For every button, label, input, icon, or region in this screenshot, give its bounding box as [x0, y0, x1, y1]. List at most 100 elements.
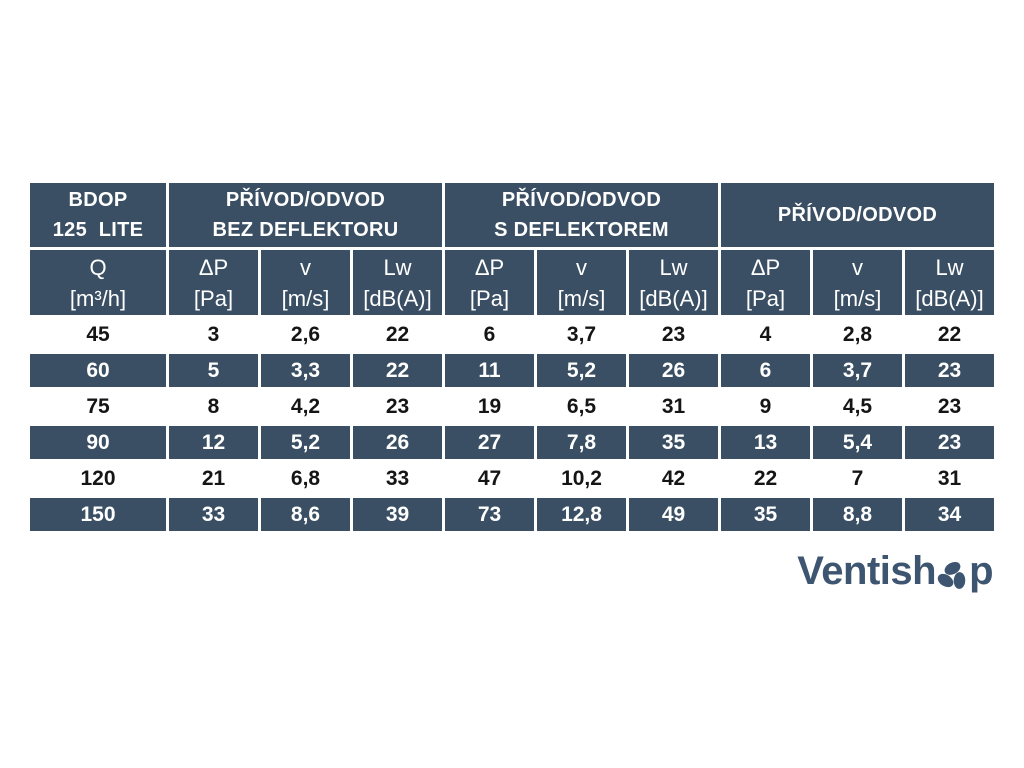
table-cell: 2,8	[813, 318, 902, 351]
logo-text-right: p	[969, 549, 993, 593]
table-cell: 7,8	[537, 426, 626, 459]
column-symbol: Lw	[383, 254, 412, 280]
table-row: 120 21 6,8 33 47 10,2 42 22 7 31	[30, 462, 994, 495]
table-cell: 13	[721, 426, 810, 459]
table-cell: 5	[169, 354, 258, 387]
table-cell: 23	[905, 426, 994, 459]
column-header-row: Q [m³/h] ΔP [Pa] v [m/s] Lw [dB(A)] ΔP […	[30, 250, 994, 315]
table-cell: 73	[445, 498, 534, 531]
table-cell: 23	[353, 390, 442, 423]
column-header-v: v [m/s]	[537, 250, 626, 315]
table-cell: 33	[353, 462, 442, 495]
group-title-line: BDOP	[68, 189, 128, 211]
table-cell: 10,2	[537, 462, 626, 495]
column-unit: [dB(A)]	[915, 285, 984, 311]
table-cell: 39	[353, 498, 442, 531]
group-header-row: BDOP 125 LITE PŘÍVOD/ODVOD BEZ DEFLEKTOR…	[30, 183, 994, 247]
spec-table: BDOP 125 LITE PŘÍVOD/ODVOD BEZ DEFLEKTOR…	[27, 180, 997, 534]
column-unit: [dB(A)]	[639, 285, 708, 311]
table-cell: 75	[30, 390, 166, 423]
column-header-dp: ΔP [Pa]	[169, 250, 258, 315]
table-cell: 27	[445, 426, 534, 459]
table-cell: 7	[813, 462, 902, 495]
column-symbol: v	[576, 254, 587, 280]
table-cell: 8	[169, 390, 258, 423]
table-cell: 5,2	[537, 354, 626, 387]
group-header-s-deflektorem: PŘÍVOD/ODVOD S DEFLEKTOREM	[445, 183, 718, 247]
table-row: 45 3 2,6 22 6 3,7 23 4 2,8 22	[30, 318, 994, 351]
table-cell: 31	[629, 390, 718, 423]
group-title-line: BEZ DEFLEKTORU	[212, 219, 399, 241]
column-header-q: Q [m³/h]	[30, 250, 166, 315]
table-cell: 33	[169, 498, 258, 531]
table-cell: 11	[445, 354, 534, 387]
table-cell: 49	[629, 498, 718, 531]
table-cell: 35	[629, 426, 718, 459]
table-cell: 3,7	[813, 354, 902, 387]
column-symbol: ΔP	[474, 254, 505, 280]
column-unit: [Pa]	[745, 285, 786, 311]
table-cell: 3,3	[261, 354, 350, 387]
column-header-lw: Lw [dB(A)]	[905, 250, 994, 315]
table-cell: 8,8	[813, 498, 902, 531]
table-cell: 23	[905, 354, 994, 387]
column-symbol: Q	[89, 254, 107, 280]
table-cell: 26	[629, 354, 718, 387]
table-cell: 26	[353, 426, 442, 459]
table-cell: 2,6	[261, 318, 350, 351]
table-cell: 22	[353, 354, 442, 387]
column-header-v: v [m/s]	[813, 250, 902, 315]
column-symbol: ΔP	[198, 254, 229, 280]
table-row: 75 8 4,2 23 19 6,5 31 9 4,5 23	[30, 390, 994, 423]
table-cell: 4	[721, 318, 810, 351]
logo-text-left: Ventish	[797, 549, 937, 593]
table-cell: 6	[445, 318, 534, 351]
table-cell: 47	[445, 462, 534, 495]
table-cell: 6,5	[537, 390, 626, 423]
table-cell: 12,8	[537, 498, 626, 531]
table-cell: 90	[30, 426, 166, 459]
group-title-line: PŘÍVOD/ODVOD	[777, 204, 938, 226]
table-cell: 12	[169, 426, 258, 459]
table-cell: 6,8	[261, 462, 350, 495]
table-cell: 3	[169, 318, 258, 351]
column-unit: [m³/h]	[69, 285, 127, 311]
column-header-dp: ΔP [Pa]	[721, 250, 810, 315]
column-header-lw: Lw [dB(A)]	[629, 250, 718, 315]
table-cell: 19	[445, 390, 534, 423]
table-cell: 4,5	[813, 390, 902, 423]
fan-icon	[937, 562, 966, 589]
table-cell: 120	[30, 462, 166, 495]
table-cell: 5,4	[813, 426, 902, 459]
table-row: 90 12 5,2 26 27 7,8 35 13 5,4 23	[30, 426, 994, 459]
group-title-line: S DEFLEKTOREM	[494, 219, 669, 241]
table-cell: 22	[721, 462, 810, 495]
column-symbol: Lw	[935, 254, 964, 280]
table-cell: 23	[905, 390, 994, 423]
table-cell: 21	[169, 462, 258, 495]
column-symbol: Lw	[659, 254, 688, 280]
column-unit: [m/s]	[557, 285, 606, 311]
group-title-line: PŘÍVOD/ODVOD	[225, 189, 386, 211]
table-cell: 60	[30, 354, 166, 387]
table-cell: 5,2	[261, 426, 350, 459]
column-unit: [Pa]	[193, 285, 234, 311]
column-symbol: v	[300, 254, 311, 280]
group-title-line: 125 LITE	[52, 219, 144, 241]
column-symbol: ΔP	[750, 254, 781, 280]
column-header-v: v [m/s]	[261, 250, 350, 315]
column-unit: [Pa]	[469, 285, 510, 311]
group-header-bdop-125-lite: BDOP 125 LITE	[30, 183, 166, 247]
table-cell: 9	[721, 390, 810, 423]
table-row: 60 5 3,3 22 11 5,2 26 6 3,7 23	[30, 354, 994, 387]
table-cell: 22	[905, 318, 994, 351]
column-unit: [dB(A)]	[363, 285, 432, 311]
table-row: 150 33 8,6 39 73 12,8 49 35 8,8 34	[30, 498, 994, 531]
table-cell: 4,2	[261, 390, 350, 423]
table-cell: 150	[30, 498, 166, 531]
group-title-line: PŘÍVOD/ODVOD	[501, 189, 662, 211]
table-cell: 34	[905, 498, 994, 531]
column-header-dp: ΔP [Pa]	[445, 250, 534, 315]
table-cell: 35	[721, 498, 810, 531]
